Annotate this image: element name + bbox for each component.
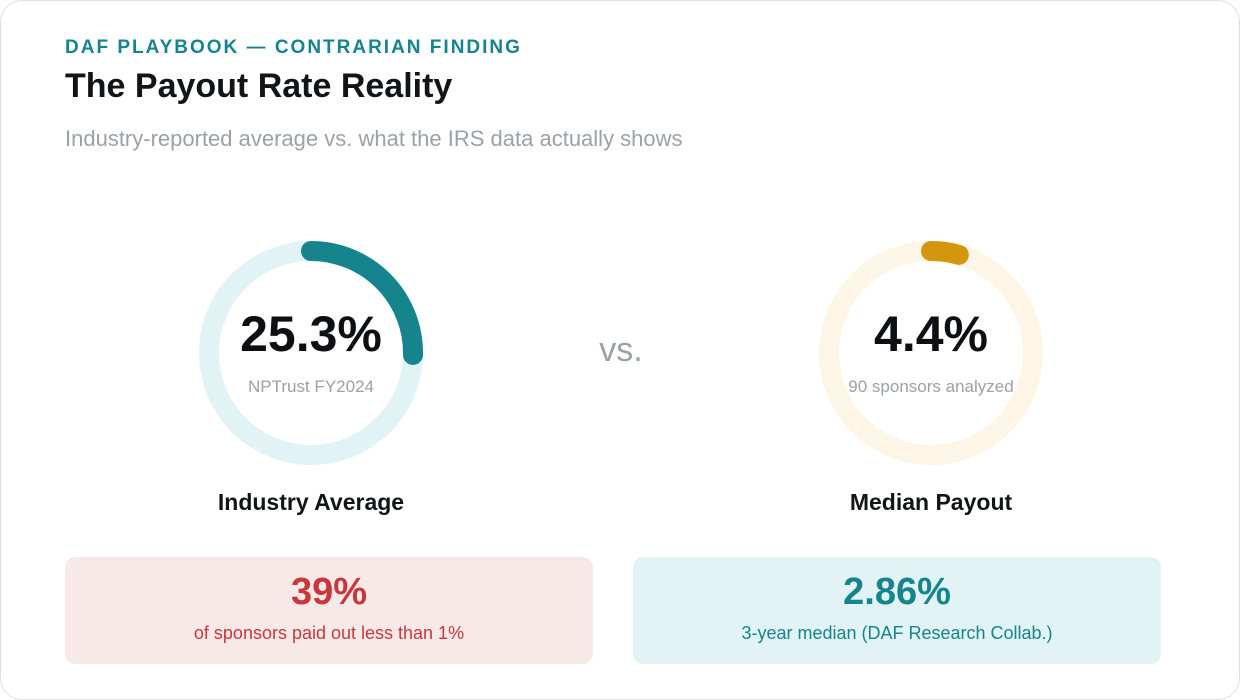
median-gauge-ring [819,241,1043,465]
stat-left-value: 39% [290,571,368,613]
industry-average-gauge: 25.3% [191,233,431,473]
industry-average-caption: Industry Average [217,489,405,515]
median-gauge-arc [921,241,969,265]
stat-right-value: 2.86% [843,571,951,613]
page-title: The Payout Rate Reality [65,67,453,105]
stat-left-label: of sponsors paid out less than 1% [193,623,465,643]
industry-gauge-ring [199,241,423,465]
page-subtitle: Industry-reported average vs. what the I… [65,126,683,151]
stat-right-label: 3-year median (DAF Research Collab.) [741,623,1053,643]
median-payout-value: 4.4% [874,306,988,362]
median-payout-caption: Median Payout [849,489,1013,515]
industry-average-source: NPTrust FY2024 [248,377,374,396]
vs-label: vs. [599,331,643,369]
industry-gauge-arc [301,241,423,365]
sponsors-under-one-percent-stat: 39% of sponsors paid out less than 1% [65,557,593,664]
eyebrow-label: DAF PLAYBOOK — CONTRARIAN FINDING [65,37,522,58]
median-payout-source: 90 sponsors analyzed [848,377,1014,396]
median-payout-gauge: 4.4% [811,233,1051,473]
three-year-median-stat: 2.86% 3-year median (DAF Research Collab… [633,557,1161,664]
industry-average-value: 25.3% [240,306,382,362]
